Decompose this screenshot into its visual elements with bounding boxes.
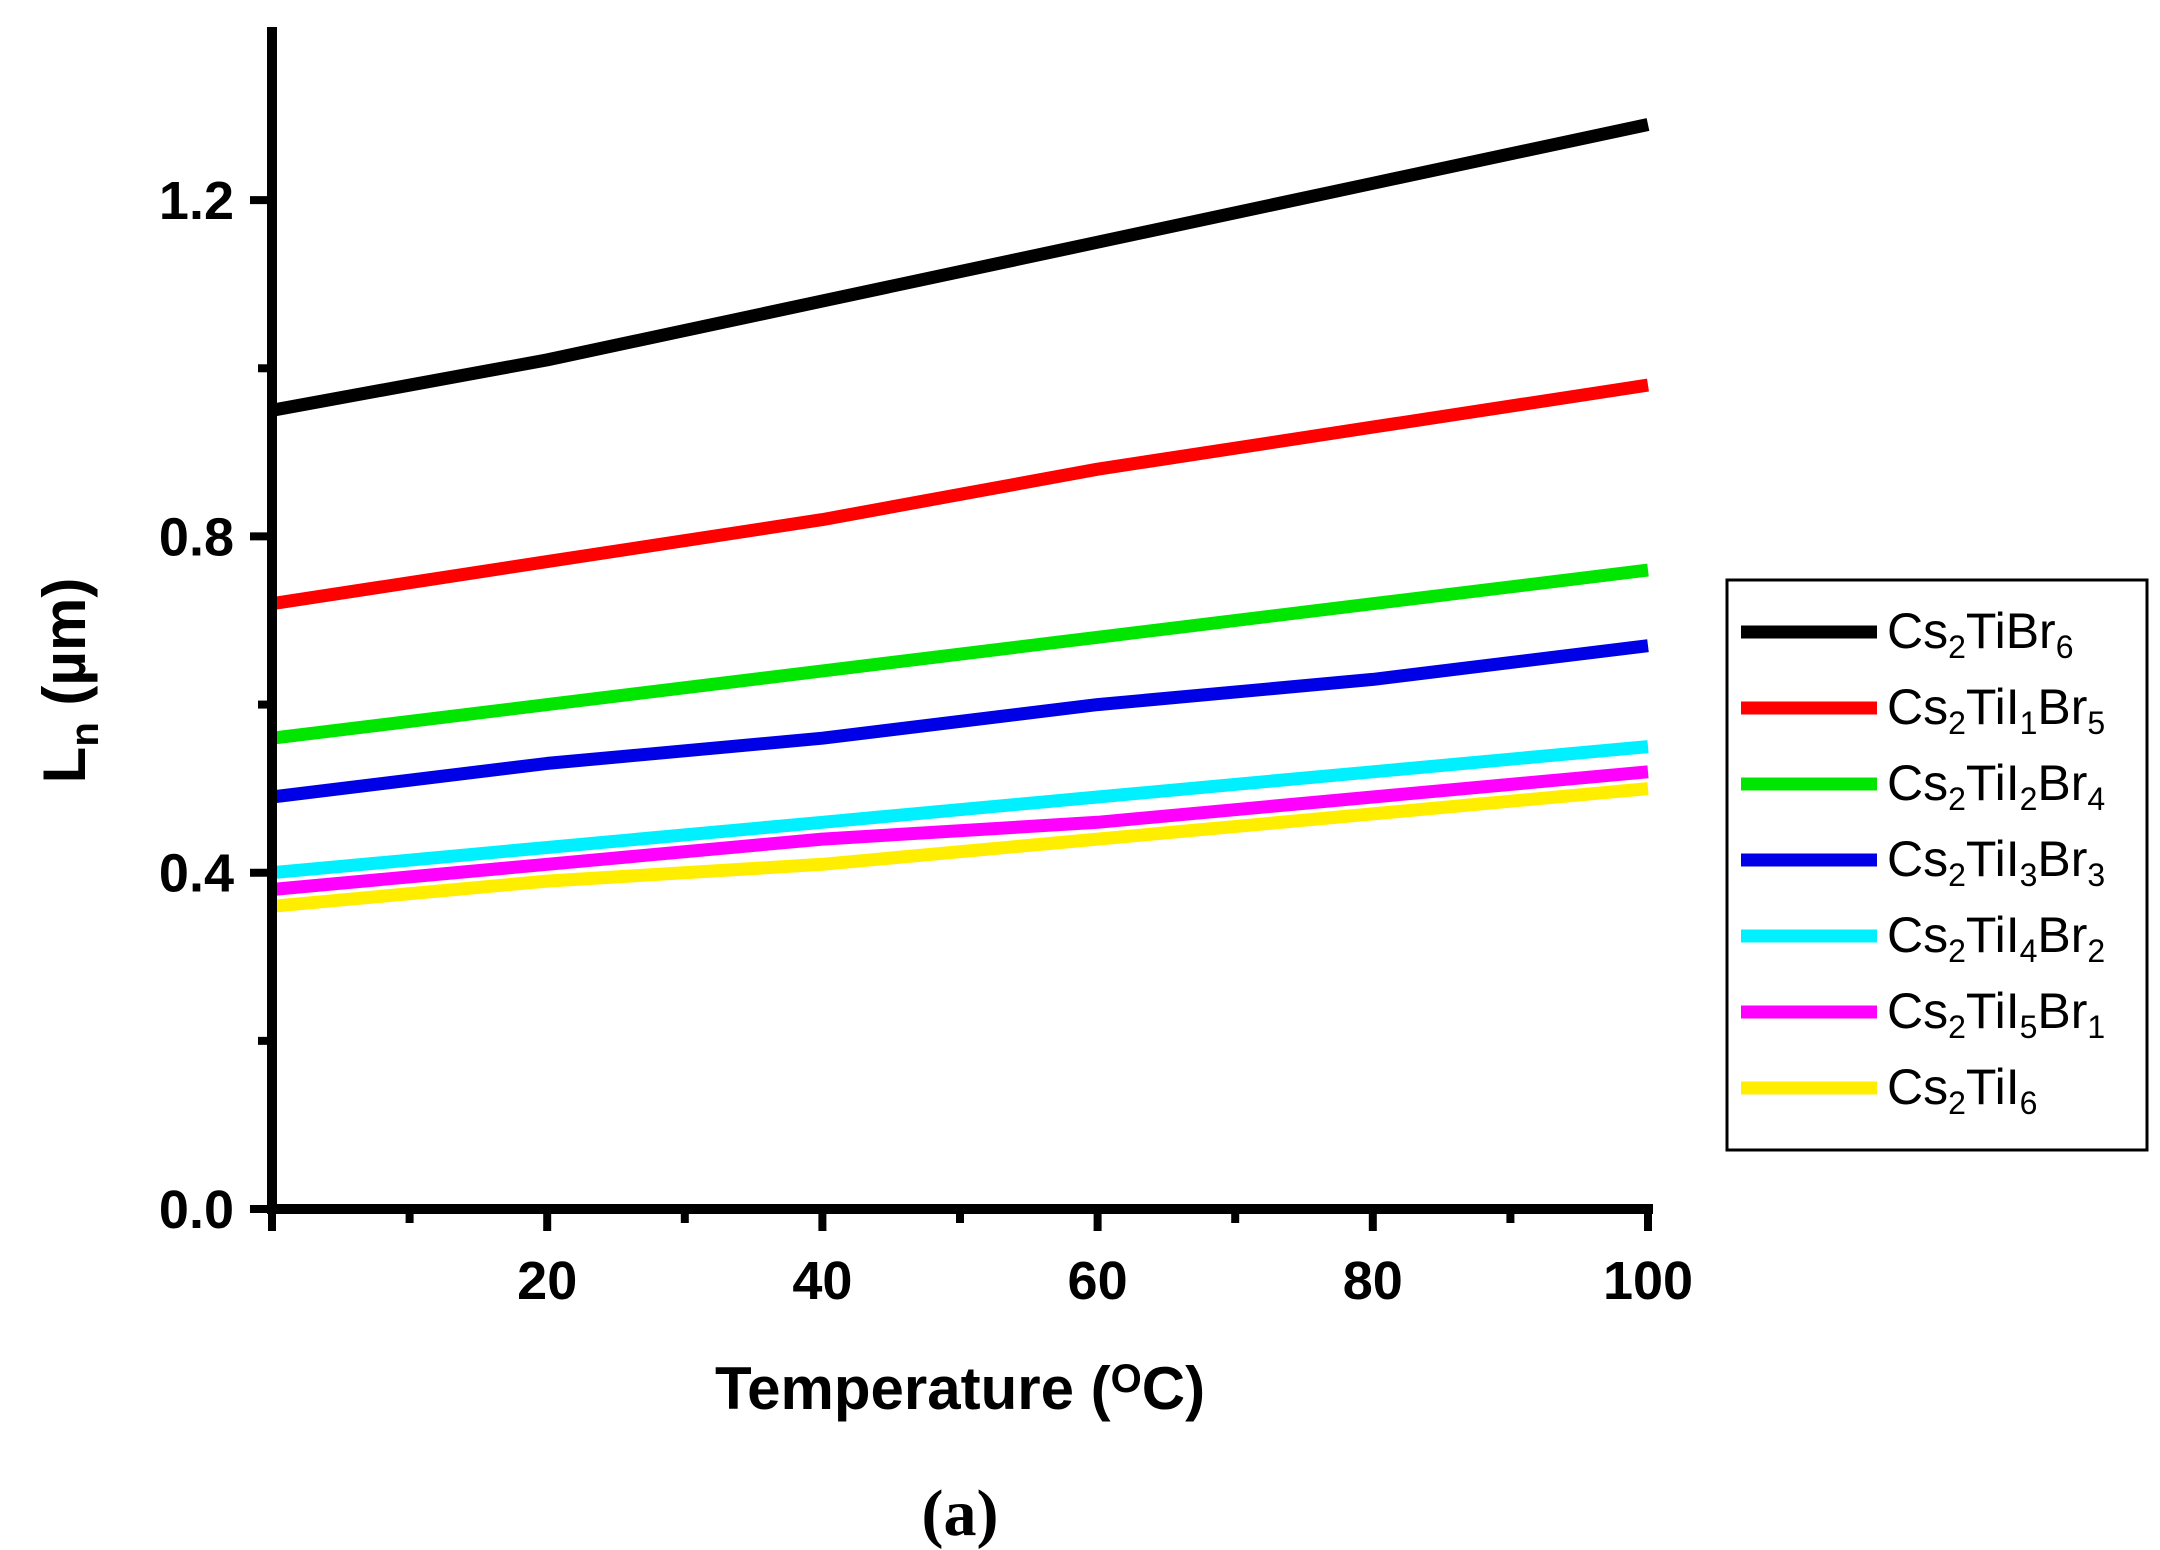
x-tick-label: 40: [792, 1251, 852, 1311]
x-tick-label: 20: [517, 1251, 577, 1311]
x-axis-title: Temperature (OC): [715, 1355, 1205, 1422]
x-tick-label: 80: [1343, 1251, 1403, 1311]
legend-box: [1725, 578, 2149, 1152]
legend-label-Cs2TiBr6: Cs2TiBr6: [1887, 603, 2074, 665]
x-tick-label: 60: [1068, 1251, 1128, 1311]
legend-label-Cs2TiI3Br3: Cs2TiI3Br3: [1887, 831, 2105, 893]
legend-label-Cs2TiI5Br1: Cs2TiI5Br1: [1887, 983, 2105, 1045]
series-layer: [270, 118, 1650, 913]
legend-label-Cs2TiI1Br5: Cs2TiI1Br5: [1887, 679, 2105, 741]
series-line-Cs2TiBr6: [270, 118, 1650, 417]
series-line-Cs2TiI3Br3: [271, 639, 1649, 804]
y-tick-label: 0.8: [159, 507, 234, 567]
series-line-Cs2TiI4Br2: [271, 740, 1649, 880]
legend-label-Cs2TiI4Br2: Cs2TiI4Br2: [1887, 907, 2105, 969]
series-line-Cs2TiI6: [271, 782, 1649, 913]
series-line-Cs2TiI1Br5: [271, 378, 1649, 611]
legend-label-Cs2TiI6: Cs2TiI6: [1887, 1059, 2037, 1121]
legend: Cs2TiBr6 Cs2TiI1Br5 Cs2TiI2Br4 Cs2TiI3Br3 Cs…: [1725, 578, 2149, 1152]
axes-layer: 20 40 60 80 100 0.0 0.4 0.8 1.2 Temperature (OC) L…: [31, 27, 1693, 1422]
y-axis-title: Ln (µm): [31, 578, 107, 784]
y-tick-label: 0.4: [159, 844, 234, 904]
y-tick-label: 1.2: [159, 171, 234, 231]
caption-layer: (a): [922, 1477, 999, 1550]
x-tick-label: 100: [1603, 1251, 1693, 1311]
legend-label-Cs2TiI2Br4: Cs2TiI2Br4: [1887, 755, 2105, 817]
y-tick-label: 0.0: [159, 1180, 234, 1240]
figure-caption: (a): [922, 1477, 999, 1550]
series-line-Cs2TiI2Br4: [271, 563, 1649, 745]
series-line-Cs2TiI5Br1: [271, 765, 1649, 896]
